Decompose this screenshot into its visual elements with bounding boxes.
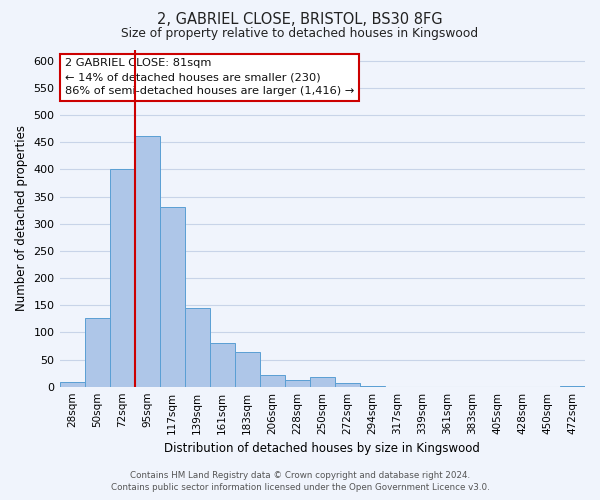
X-axis label: Distribution of detached houses by size in Kingswood: Distribution of detached houses by size … <box>164 442 480 455</box>
Bar <box>235 352 260 386</box>
Text: 2, GABRIEL CLOSE, BRISTOL, BS30 8FG: 2, GABRIEL CLOSE, BRISTOL, BS30 8FG <box>157 12 443 28</box>
Y-axis label: Number of detached properties: Number of detached properties <box>15 126 28 312</box>
Text: 2 GABRIEL CLOSE: 81sqm
← 14% of detached houses are smaller (230)
86% of semi-de: 2 GABRIEL CLOSE: 81sqm ← 14% of detached… <box>65 58 354 96</box>
Bar <box>134 136 160 386</box>
Text: Contains HM Land Registry data © Crown copyright and database right 2024.
Contai: Contains HM Land Registry data © Crown c… <box>110 471 490 492</box>
Bar <box>209 343 235 386</box>
Bar <box>160 208 185 386</box>
Bar <box>185 308 209 386</box>
Bar <box>285 380 310 386</box>
Bar <box>310 378 335 386</box>
Bar <box>335 384 360 386</box>
Bar <box>260 374 285 386</box>
Bar <box>85 318 110 386</box>
Text: Size of property relative to detached houses in Kingswood: Size of property relative to detached ho… <box>121 28 479 40</box>
Bar <box>59 382 85 386</box>
Bar <box>110 170 134 386</box>
